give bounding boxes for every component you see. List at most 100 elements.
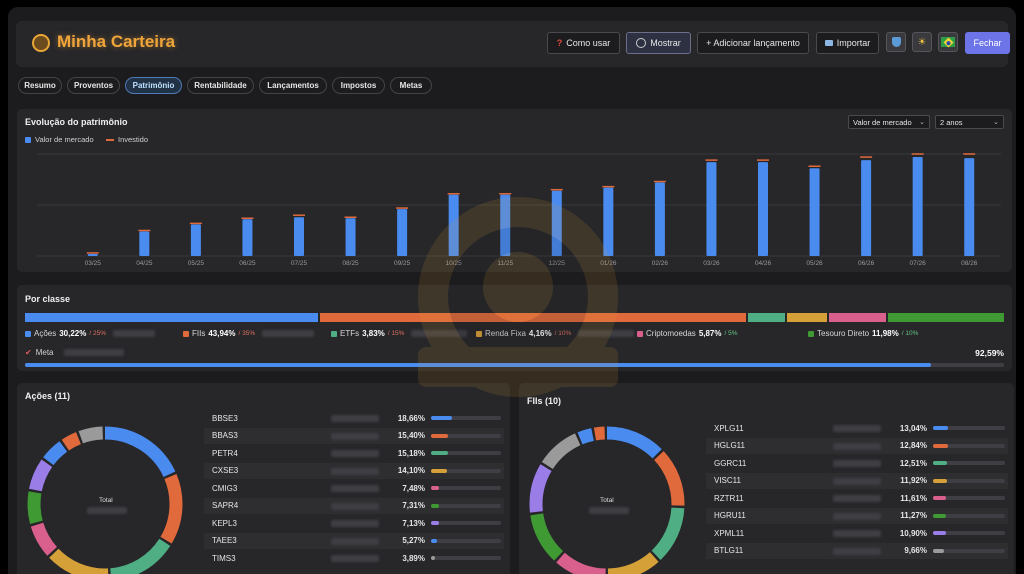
asset-progress-fill [431,433,449,438]
asset-value-hidden [331,432,379,440]
asset-ticker: XPLG11 [714,423,744,433]
asset-row[interactable]: HGRU11 11,27% [706,507,1008,524]
asset-progress-track [431,503,501,508]
close-button[interactable]: Fechar [965,32,1010,54]
class-segment[interactable] [747,313,785,322]
bar-market-value[interactable] [242,219,253,256]
bar-market-value[interactable] [912,157,923,256]
bar-market-value[interactable] [397,209,408,256]
asset-percent: 11,92% [900,476,927,485]
asset-row[interactable]: CXSE3 14,10% [204,462,504,479]
checkmark-icon: ✔ [25,348,32,357]
class-segment[interactable] [25,313,318,322]
class-target: / 35% [238,330,256,337]
tab-patrimonio[interactable]: Patrimônio [125,77,182,94]
bar-market-value[interactable] [87,253,98,256]
class-segment[interactable] [786,313,828,322]
class-name: Criptomoedas [646,329,696,338]
tab-metas[interactable]: Metas [390,77,432,94]
asset-percent: 15,18% [397,448,425,458]
asset-row[interactable]: XPML11 10,90% [706,525,1008,541]
sun-icon[interactable]: ☀ [912,32,932,52]
tab-rentabilidade[interactable]: Rentabilidade [187,77,254,94]
asset-percent: 13,04% [899,423,927,433]
bar-market-value[interactable] [345,218,356,256]
asset-row[interactable]: BBAS3 15,40% [204,427,504,444]
asset-row[interactable]: BTLG11 9,66% [706,542,1008,559]
donut-slice[interactable] [529,426,685,574]
import-button[interactable]: Importar [816,32,879,54]
x-tick-label: 02/26 [652,260,669,267]
asset-percent: 7,31% [402,501,425,510]
meta-value-hidden [63,349,124,356]
class-name: ETFs [340,329,360,338]
asset-row[interactable]: TIMS3 3,89% [204,550,504,566]
bar-market-value[interactable] [448,194,459,256]
asset-percent: 11,61% [900,493,927,503]
bar-market-value[interactable] [964,158,975,256]
asset-row[interactable]: RZTR11 11,61% [706,490,1008,506]
asset-row[interactable]: TAEE3 5,27% [204,532,504,549]
donut-slice[interactable] [529,426,685,574]
fiis-total-label: Total [600,497,614,504]
asset-percent: 3,89% [402,553,425,563]
class-segment[interactable] [887,313,1004,322]
app-window: Minha Carteira ? Como usar Mostrar + Adi… [8,7,1016,574]
asset-row[interactable]: HGLG11 12,84% [706,437,1008,454]
tab-proventos[interactable]: Proventos [67,77,120,94]
bar-market-value[interactable] [861,160,872,256]
x-tick-label: 05/25 [188,260,205,267]
asset-value-hidden [833,425,881,432]
asset-row[interactable]: CMIG3 7,48% [204,480,504,496]
tab-lancamentos[interactable]: Lançamentos [259,77,327,94]
bar-market-value[interactable] [139,231,150,256]
bar-market-value[interactable] [758,162,768,256]
add-entry-button[interactable]: + Adicionar lançamento [697,32,809,54]
asset-row[interactable]: GGRC11 12,51% [706,455,1008,471]
bar-market-value[interactable] [603,187,614,256]
asset-progress-track [431,416,501,420]
asset-progress-fill [933,531,946,535]
donut-slice[interactable] [27,426,183,574]
asset-progress-fill [933,426,949,430]
asset-progress-track [431,486,501,490]
bar-market-value[interactable] [706,162,717,256]
how-to-use-button[interactable]: ? Como usar [547,32,620,54]
asset-row[interactable]: BBSE3 18,66% [204,410,504,426]
class-name: Tesouro Direto [817,329,870,338]
bar-market-value[interactable] [294,217,304,256]
asset-row[interactable]: SAPR4 7,31% [204,497,504,514]
tab-resumo[interactable]: Resumo [18,77,62,94]
asset-row[interactable]: XPLG11 13,04% [706,420,1008,436]
bar-market-value[interactable] [809,168,820,256]
asset-progress-track [431,433,501,438]
show-values-button[interactable]: Mostrar [626,32,691,54]
donut-slice[interactable] [529,426,685,574]
shield-icon[interactable] [886,32,906,52]
asset-progress-fill [431,556,436,560]
value-type-select[interactable]: Valor de mercado ⌄ [848,115,930,129]
asset-ticker: GGRC11 [714,458,747,468]
asset-row[interactable]: VISC11 11,92% [706,472,1008,489]
asset-percent: 18,66% [397,413,425,423]
donut-slice[interactable] [27,426,183,574]
acoes-total-label: Total [99,497,113,504]
brazil-flag-icon[interactable] [938,32,958,52]
tab-impostos[interactable]: Impostos [332,77,385,94]
period-select[interactable]: 2 anos ⌄ [935,115,1004,129]
class-name: Renda Fixa [485,329,526,338]
class-segment[interactable] [319,313,746,322]
donut-slice[interactable] [27,426,183,574]
asset-progress-track [933,443,1005,448]
bar-market-value[interactable] [551,190,562,256]
asset-percent: 10,90% [899,528,927,538]
bar-market-value[interactable] [654,182,665,256]
asset-progress-fill [933,548,945,553]
class-percent: 5,87% [698,329,722,338]
class-segment[interactable] [829,313,886,322]
bar-market-value[interactable] [500,194,511,256]
asset-percent: 9,66% [904,546,927,555]
bar-market-value[interactable] [190,224,201,256]
asset-row[interactable]: PETR4 15,18% [204,445,504,461]
asset-row[interactable]: KEPL3 7,13% [204,515,504,531]
